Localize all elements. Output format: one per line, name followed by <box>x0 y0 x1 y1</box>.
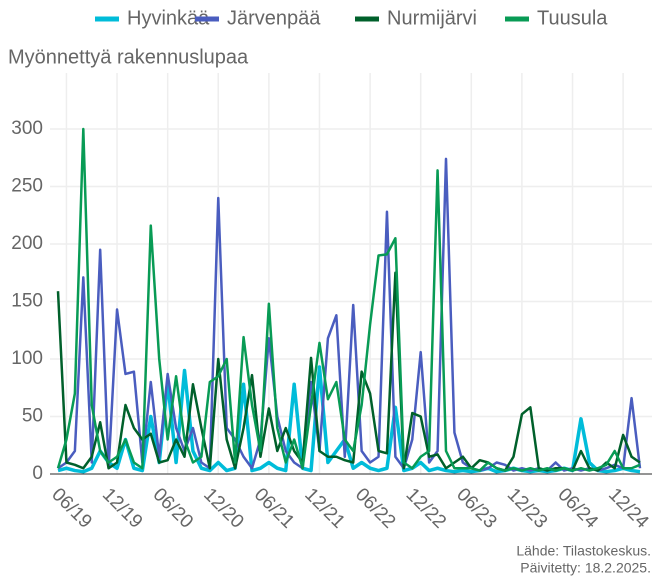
y-axis-label: Myönnettyä rakennuslupaa <box>8 46 249 68</box>
x-tick-label: 12/24 <box>604 484 653 533</box>
legend-label: Järvenpää <box>227 7 321 29</box>
legend-label: Nurmijärvi <box>387 7 477 29</box>
x-tick-label: 06/23 <box>452 484 500 532</box>
series-line <box>57 157 642 472</box>
series-line <box>57 365 641 474</box>
x-tick-label: 06/19 <box>47 484 95 532</box>
legend-label: Tuusula <box>537 7 608 29</box>
series-line <box>56 127 641 472</box>
source-note: Lähde: Tilastokeskus. <box>516 543 651 559</box>
y-tick-label: 50 <box>22 406 43 427</box>
y-tick-label: 150 <box>11 291 43 312</box>
x-tick-label: 12/23 <box>503 484 551 532</box>
x-tick-label: 06/21 <box>250 484 298 532</box>
y-tick-label: 0 <box>32 463 43 484</box>
updated-note: Päivitetty: 18.2.2025. <box>520 560 651 576</box>
x-tick-label: 12/22 <box>402 484 450 532</box>
x-tick-label: 12/21 <box>300 484 348 532</box>
x-tick-label: 12/19 <box>98 484 146 532</box>
y-tick-label: 200 <box>11 233 43 254</box>
x-tick-label: 06/20 <box>149 484 197 532</box>
x-tick-label: 06/24 <box>553 484 602 533</box>
y-tick-label: 250 <box>11 176 43 197</box>
x-tick-label: 06/22 <box>351 484 399 532</box>
y-tick-label: 100 <box>11 348 43 369</box>
y-tick-label: 300 <box>11 118 43 139</box>
x-tick-label: 12/20 <box>199 484 247 532</box>
legend-label: Hyvinkää <box>127 7 210 29</box>
